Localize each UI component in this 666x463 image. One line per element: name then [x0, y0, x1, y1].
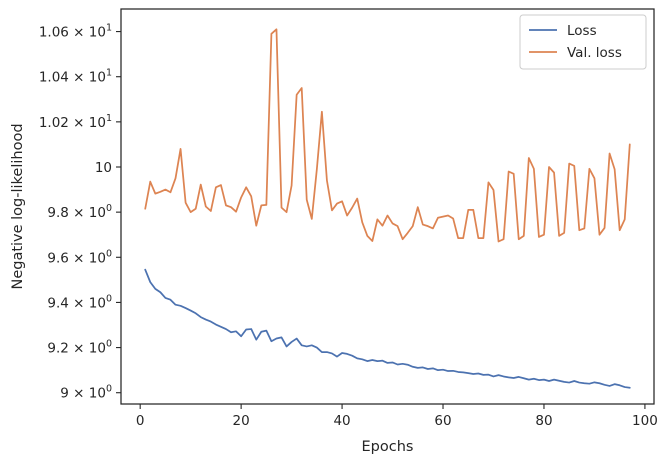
legend-label: Loss [567, 23, 597, 39]
plot-frame [120, 8, 655, 405]
legend-label: Val. loss [567, 45, 622, 61]
y-tick-label: 9.4 × 100 [47, 293, 112, 311]
legend: Loss Val. loss [519, 14, 647, 70]
x-tick-label: 60 [434, 413, 451, 429]
y-tick-label: 9.8 × 100 [47, 203, 112, 221]
y-tick-label: 9.6 × 100 [47, 248, 112, 266]
x-tick-label: 0 [136, 413, 145, 429]
plot-lines [144, 28, 631, 389]
y-axis-title: Negative log-likelihood [10, 123, 26, 289]
x-tick-label: 40 [333, 413, 350, 429]
y-tick-label: 1.04 × 101 [39, 68, 112, 86]
x-tick-label: 100 [632, 413, 658, 429]
series-line-0 [144, 268, 631, 389]
legend-box [519, 14, 647, 70]
x-tick-label: 20 [233, 413, 250, 429]
y-tick-label: 9.2 × 100 [47, 339, 112, 357]
y-tick-label: 1.06 × 101 [39, 23, 112, 41]
x-axis-title: Epochs [362, 439, 414, 455]
x-tick-label: 80 [535, 413, 552, 429]
series-line-1 [144, 28, 631, 243]
y-axis-ticks: 9 × 100 9.2 × 100 9.4 × 100 9.6 × 100 9.8 × … [39, 23, 121, 402]
y-tick-label: 9 × 100 [60, 384, 112, 402]
y-tick-label: 1.02 × 101 [39, 113, 112, 131]
y-tick-label: 10 [95, 160, 112, 176]
x-axis-ticks: 0 20 40 60 80 100 [136, 404, 658, 429]
